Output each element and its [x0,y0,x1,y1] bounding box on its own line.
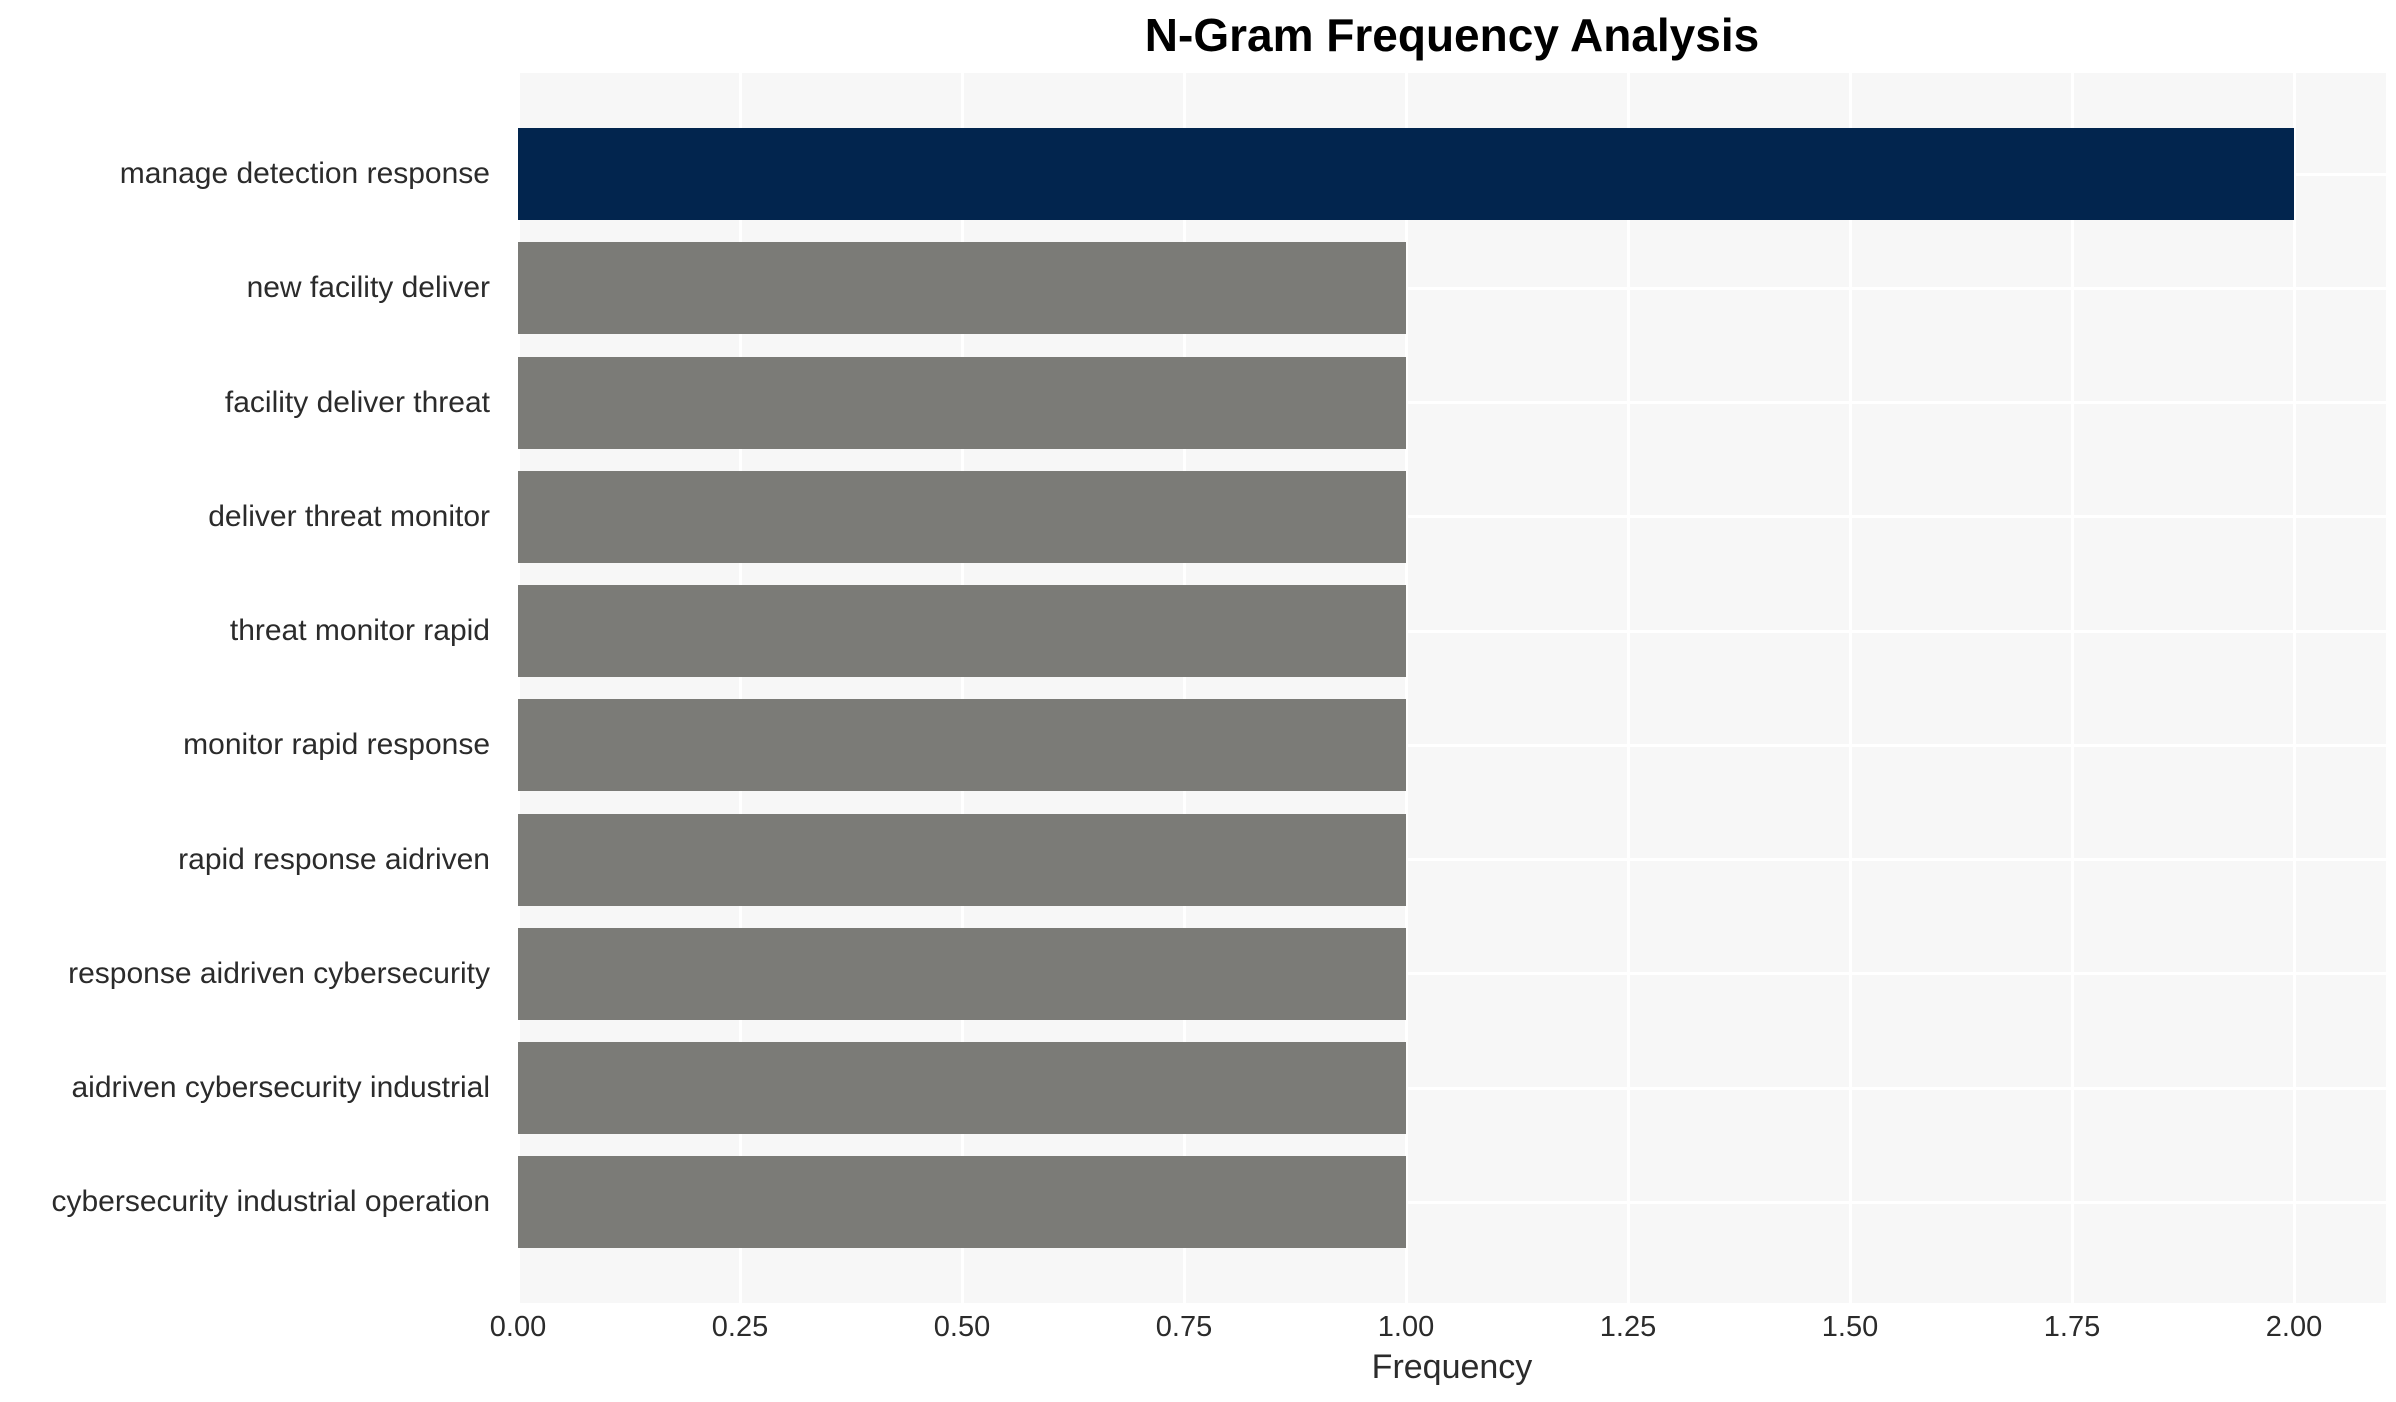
bar-new-facility-deliver [518,242,1406,335]
x-axis-label: Frequency [1371,1348,1533,1386]
vertical-gridline-2.00 [2292,73,2296,1303]
x-tick-label-1.50: 1.50 [1821,1311,1879,1343]
category-label: response aidriven cybersecurity [68,956,490,990]
bar-threat-monitor-rapid [518,585,1406,678]
x-tick-label-0.00: 0.00 [489,1311,547,1343]
vertical-gridline-0.75 [1182,73,1186,1303]
category-label: monitor rapid response [183,728,490,762]
x-tick-label-1.75: 1.75 [2043,1311,2101,1343]
y-axis-category-labels: manage detection response new facility de… [0,73,504,1303]
bar-manage-detection-response [518,128,2294,221]
x-tick-label-0.50: 0.50 [933,1311,991,1343]
horizontal-gridline [518,972,2386,976]
bar-monitor-rapid-response [518,699,1406,792]
category-label: deliver threat monitor [208,499,490,533]
x-tick-label-1.25: 1.25 [1599,1311,1657,1343]
vertical-gridline-0.50 [960,73,964,1303]
category-label: rapid response aidriven [178,842,490,876]
x-tick-label-0.25: 0.25 [711,1311,769,1343]
category-label: manage detection response [119,157,490,191]
horizontal-gridline [518,1086,2386,1090]
x-tick-label-2.00: 2.00 [2265,1311,2323,1343]
horizontal-gridline [518,858,2386,862]
vertical-gridline-0.00 [518,73,520,1303]
vertical-gridline-1.75 [2070,73,2074,1303]
bar-rapid-response-aidriven [518,813,1406,906]
vertical-gridline-1.00 [1404,73,1408,1303]
bar-response-aidriven-cybersecurity [518,927,1406,1020]
bar-facility-deliver-threat [518,356,1406,449]
x-tick-label-1.00: 1.00 [1377,1311,1435,1343]
category-label: threat monitor rapid [229,614,490,648]
bar-aidriven-cybersecurity-industrial [518,1042,1406,1135]
category-label: aidriven cybersecurity industrial [71,1071,490,1105]
category-label: cybersecurity industrial operation [51,1185,490,1219]
horizontal-gridline [518,629,2386,633]
bar-deliver-threat-monitor [518,470,1406,563]
horizontal-gridline [518,286,2386,290]
vertical-gridline-1.25 [1626,73,1630,1303]
vertical-gridline-0.25 [738,73,742,1303]
category-label: facility deliver threat [224,385,490,419]
x-tick-label-0.75: 0.75 [1155,1311,1213,1343]
horizontal-gridline [518,743,2386,747]
bar-cybersecurity-industrial-operation [518,1156,1406,1249]
plot-area [518,73,2386,1303]
horizontal-gridline [518,515,2386,519]
horizontal-gridline [518,401,2386,405]
vertical-gridline-1.50 [1848,73,1852,1303]
horizontal-gridline [518,1200,2386,1204]
chart-title: N-Gram Frequency Analysis [1144,9,1760,61]
category-label: new facility deliver [246,271,490,305]
